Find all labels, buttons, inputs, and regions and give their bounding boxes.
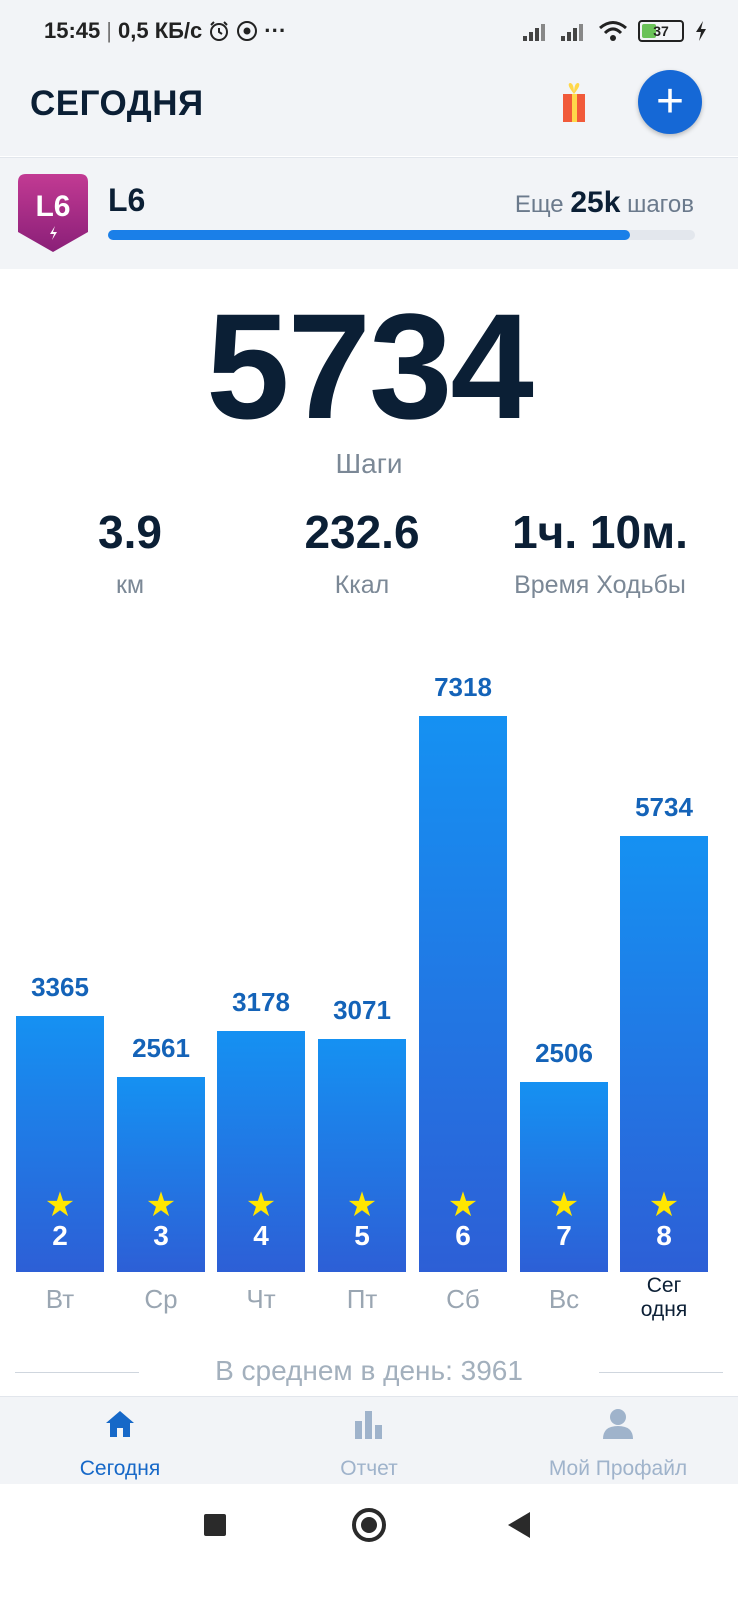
charging-icon xyxy=(696,21,706,41)
level-badge-icon: L6 xyxy=(18,174,88,252)
star-icon: ★ xyxy=(245,1186,277,1224)
chart-bar[interactable] xyxy=(419,716,507,1272)
remaining-value: 25k xyxy=(570,186,621,219)
chart-bar[interactable] xyxy=(520,1082,608,1272)
daily-average: В среднем в день: 3961 xyxy=(15,1355,723,1391)
status-right: 37 xyxy=(522,20,708,42)
bar-date-label: 5 xyxy=(354,1220,370,1251)
add-button[interactable]: + xyxy=(638,70,702,134)
wifi-icon xyxy=(599,21,627,41)
status-left: 15:45 | 0,5 КБ/с ··· xyxy=(44,18,286,44)
star-icon: ★ xyxy=(447,1186,479,1224)
status-more: ··· xyxy=(264,18,287,43)
bar-value-label: 2561 xyxy=(132,1033,190,1063)
system-navigation-bar xyxy=(0,1484,738,1599)
chrome-icon xyxy=(237,21,258,41)
bar-value-label: 5734 xyxy=(635,792,693,822)
calories-stat: 232.6 Ккал xyxy=(270,505,454,600)
recent-apps-button[interactable] xyxy=(204,1514,226,1536)
distance-stat: 3.9 км xyxy=(50,505,210,600)
calories-value: 232.6 xyxy=(304,506,420,558)
app-header: СЕГОДНЯ + xyxy=(0,66,738,156)
remaining-suffix: шагов xyxy=(627,191,694,218)
page-title: СЕГОДНЯ xyxy=(30,84,204,123)
steps-remaining: Еще 25k шагов xyxy=(515,186,694,220)
steps-label: Шаги xyxy=(335,448,403,479)
steps-count: 5734 xyxy=(206,282,534,450)
level-badge-text: L6 xyxy=(35,190,70,223)
bar-date-label: 8 xyxy=(656,1220,672,1251)
day-label: Вт xyxy=(45,1284,75,1314)
battery-icon: 37 xyxy=(638,20,684,42)
avg-divider-left xyxy=(15,1372,139,1373)
star-icon: ★ xyxy=(145,1186,177,1224)
chart-bar[interactable] xyxy=(217,1031,305,1272)
bar-value-label: 2506 xyxy=(535,1038,593,1068)
walking-time-label: Время Ходьбы xyxy=(514,571,686,599)
star-icon: ★ xyxy=(44,1186,76,1224)
home-button[interactable] xyxy=(352,1508,386,1542)
bar-date-label: 7 xyxy=(556,1220,572,1251)
calories-label: Ккал xyxy=(334,571,390,599)
status-time: 15:45 xyxy=(44,18,101,43)
status-speed: 0,5 КБ/с xyxy=(118,18,203,43)
day-label: Чт xyxy=(246,1284,276,1314)
nav-today-label: Сегодня xyxy=(79,1457,161,1480)
avg-divider-right xyxy=(599,1372,723,1373)
day-label: Ср xyxy=(144,1284,178,1314)
chart-bar[interactable] xyxy=(620,836,708,1272)
status-bar: 15:45 | 0,5 КБ/с ··· 37 xyxy=(0,0,738,66)
signal-icon xyxy=(523,24,545,41)
battery-fill xyxy=(642,24,657,38)
bar-value-label: 7318 xyxy=(434,672,492,702)
nav-today[interactable]: Сегодня xyxy=(20,1407,220,1481)
remaining-prefix: Еще xyxy=(514,191,564,218)
nav-profile[interactable]: Мой Профайл xyxy=(518,1407,718,1481)
bar-date-label: 6 xyxy=(455,1220,471,1251)
gift-icon[interactable] xyxy=(560,80,588,124)
level-progress-track xyxy=(108,230,695,240)
bar-date-label: 3 xyxy=(153,1220,169,1251)
nav-report[interactable]: Отчет xyxy=(269,1407,469,1481)
chart-bar[interactable] xyxy=(16,1016,104,1272)
alarm-icon xyxy=(210,21,229,41)
plus-icon: + xyxy=(655,75,685,128)
star-icon: ★ xyxy=(346,1186,378,1224)
chart-bar[interactable] xyxy=(117,1077,205,1272)
level-card[interactable]: L6 L6 Еще 25k шагов xyxy=(0,157,738,269)
profile-icon xyxy=(603,1409,633,1439)
day-label: Вс xyxy=(548,1284,580,1314)
battery-level: 37 xyxy=(653,23,669,39)
daily-average-text: В среднем в день: 3961 xyxy=(215,1355,523,1386)
nav-profile-label: Мой Профайл xyxy=(548,1457,688,1480)
signal-icon-2 xyxy=(561,24,583,41)
bar-date-label: 4 xyxy=(253,1220,269,1251)
back-button[interactable] xyxy=(508,1512,530,1538)
bar-chart-icon xyxy=(355,1411,382,1439)
level-progress-fill xyxy=(108,230,631,240)
home-icon xyxy=(106,1411,134,1437)
nav-report-label: Отчет xyxy=(340,1457,398,1480)
status-separator: | xyxy=(106,18,112,43)
walking-time-value: 1ч. 10м. xyxy=(512,506,688,558)
bottom-navigation: Сегодня Отчет Мой Профайл xyxy=(0,1396,738,1484)
walking-time-stat: 1ч. 10м. Время Ходьбы xyxy=(490,505,710,600)
day-label: Сб xyxy=(446,1284,480,1314)
weekly-steps-chart: 3365 ★ 2 Вт 2561 ★ 3 Ср 3178 ★ 4 Чт 3071 ★ 5 Пт 7318 ★ 6 Сб… xyxy=(0,660,738,1330)
bar-value-label: 3365 xyxy=(31,972,89,1002)
bar-value-label: 3178 xyxy=(232,987,290,1017)
distance-label: км xyxy=(115,571,145,599)
bar-value-label: 3071 xyxy=(333,995,391,1025)
bar-date-label: 2 xyxy=(52,1220,68,1251)
distance-value: 3.9 xyxy=(98,506,162,558)
chart-bar[interactable] xyxy=(318,1039,406,1272)
star-icon: ★ xyxy=(648,1186,680,1224)
day-label: Сег одня xyxy=(640,1274,688,1321)
level-name: L6 xyxy=(108,182,146,218)
star-icon: ★ xyxy=(548,1186,580,1224)
day-label: Пт xyxy=(346,1284,378,1314)
